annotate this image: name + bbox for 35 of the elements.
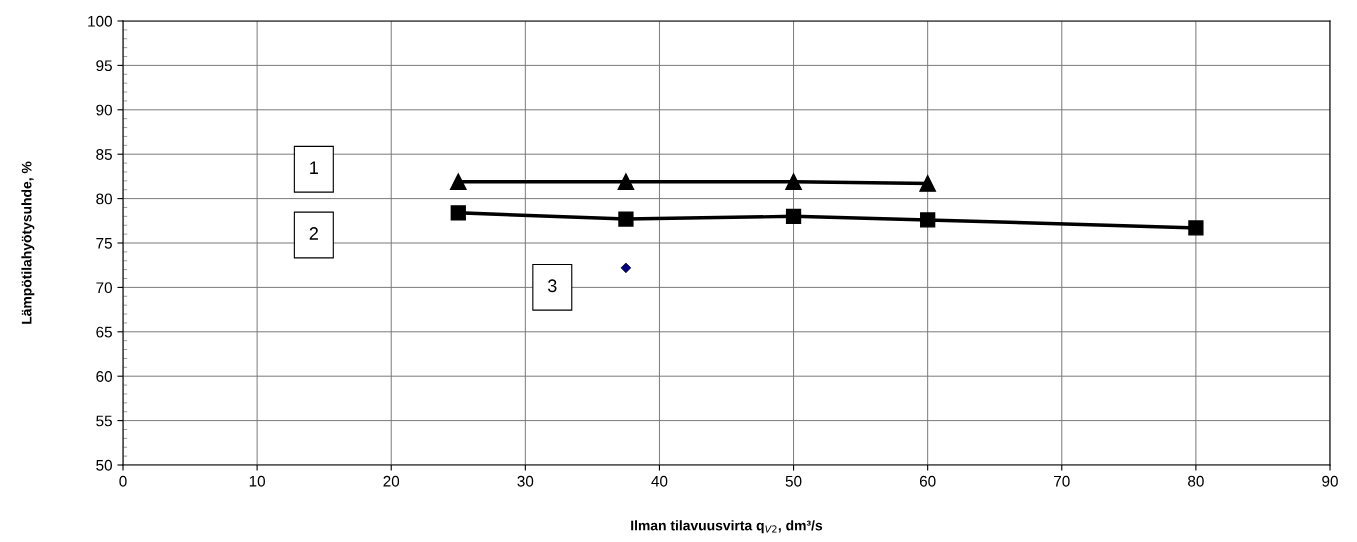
x-tick-label: 0 xyxy=(119,475,127,487)
x-tick-label: 10 xyxy=(249,475,266,487)
y-tick-label: 100 xyxy=(88,15,112,27)
point xyxy=(450,205,466,221)
y-axis-title: Lämpötilahyötysuhde, % xyxy=(21,161,35,324)
y-tick-label: 70 xyxy=(96,282,112,294)
x-axis-title: Ilman tilavuusvirta q$_{V2}$, dm³/s xyxy=(631,520,823,534)
y-tick-label: 75 xyxy=(96,238,112,249)
x-tick-label: 60 xyxy=(919,475,936,487)
point xyxy=(1188,220,1204,236)
y-tick-label: 55 xyxy=(96,415,112,427)
text: 2 xyxy=(309,227,318,240)
text: 1 xyxy=(310,161,318,174)
x-tick-label: 50 xyxy=(785,475,802,487)
point xyxy=(919,175,937,192)
y-tick-label: 85 xyxy=(96,149,112,160)
y-tick-label: 95 xyxy=(96,60,112,72)
point xyxy=(785,208,802,224)
x-tick-label: 30 xyxy=(517,475,534,487)
x-tick-label: 80 xyxy=(1188,475,1204,487)
text: 3 xyxy=(547,279,557,293)
point xyxy=(920,212,936,228)
y-tick-label: 65 xyxy=(96,326,112,338)
x-tick-label: 90 xyxy=(1322,475,1338,487)
point xyxy=(449,173,467,191)
point xyxy=(785,173,802,191)
x-tick-label: 40 xyxy=(651,475,668,487)
point xyxy=(617,173,635,191)
y-tick-label: 60 xyxy=(96,371,112,382)
x-tick-label: 20 xyxy=(383,475,400,487)
x-tick-label: 70 xyxy=(1054,475,1070,487)
point xyxy=(618,211,634,227)
y-tick-label: 80 xyxy=(96,193,112,205)
y-tick-label: 50 xyxy=(96,459,112,471)
y-tick-label: 90 xyxy=(96,104,112,116)
